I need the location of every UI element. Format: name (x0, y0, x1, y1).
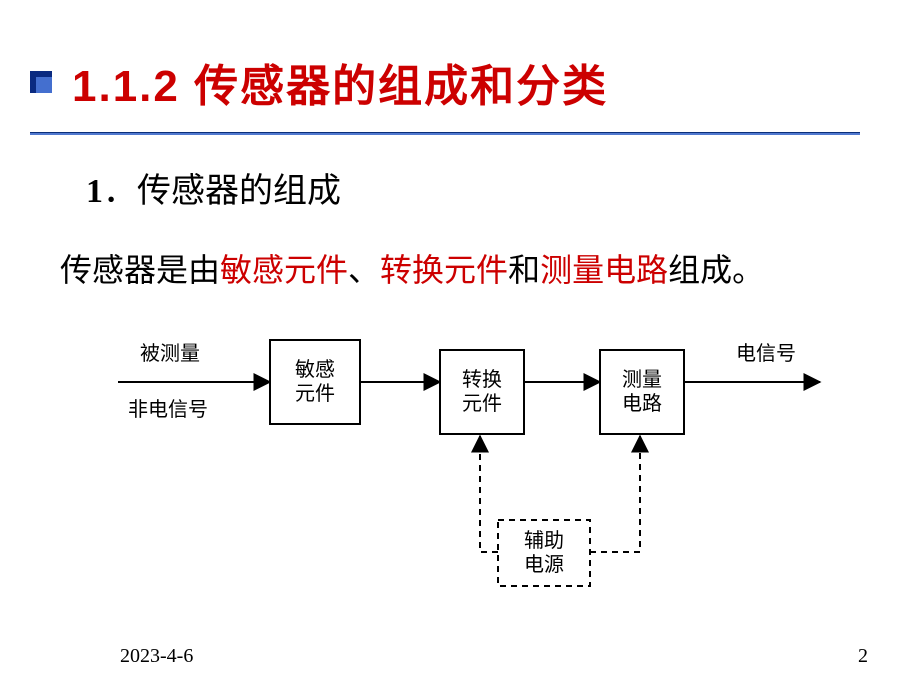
body-text: 传感器是由敏感元件、转换元件和测量电路组成。 (0, 212, 920, 294)
body-suffix: 组成。 (668, 252, 764, 288)
svg-text:转换: 转换 (462, 368, 502, 391)
footer-date: 2023-4-6 (120, 645, 193, 668)
body-sep-1: 、 (348, 252, 380, 288)
body-highlight-1: 敏感元件 (220, 252, 348, 288)
flow-svg: 敏感元件转换元件测量电路辅助电源被测量非电信号电信号 (80, 320, 840, 600)
svg-text:辅助: 辅助 (524, 529, 564, 552)
body-highlight-3: 测量电路 (540, 252, 668, 288)
body-prefix: 传感器是由 (60, 252, 220, 288)
svg-text:元件: 元件 (295, 382, 335, 405)
footer-page: 2 (858, 645, 868, 668)
body-sep-2: 和 (508, 252, 540, 288)
svg-text:非电信号: 非电信号 (128, 398, 208, 421)
slide-title: 1.1.2 传感器的组成和分类 (72, 50, 608, 114)
svg-text:测量: 测量 (622, 368, 662, 391)
svg-text:敏感: 敏感 (295, 358, 335, 381)
body-highlight-2: 转换元件 (380, 252, 508, 288)
slide-root: 1.1.2 传感器的组成和分类 1．传感器的组成 传感器是由敏感元件、转换元件和… (0, 0, 920, 690)
subsection-row: 1．传感器的组成 (0, 135, 920, 212)
title-row: 1.1.2 传感器的组成和分类 (0, 0, 920, 114)
title-bullet-icon (30, 71, 52, 93)
svg-text:元件: 元件 (462, 392, 502, 415)
svg-text:电源: 电源 (524, 553, 564, 576)
svg-text:被测量: 被测量 (140, 342, 200, 365)
svg-text:电路: 电路 (622, 392, 662, 415)
subsection-dot: ． (103, 163, 137, 212)
flow-diagram: 敏感元件转换元件测量电路辅助电源被测量非电信号电信号 (80, 320, 840, 605)
subsection-number: 1 (86, 173, 103, 211)
svg-text:电信号: 电信号 (736, 342, 796, 365)
subsection-text: 传感器的组成 (137, 163, 341, 212)
